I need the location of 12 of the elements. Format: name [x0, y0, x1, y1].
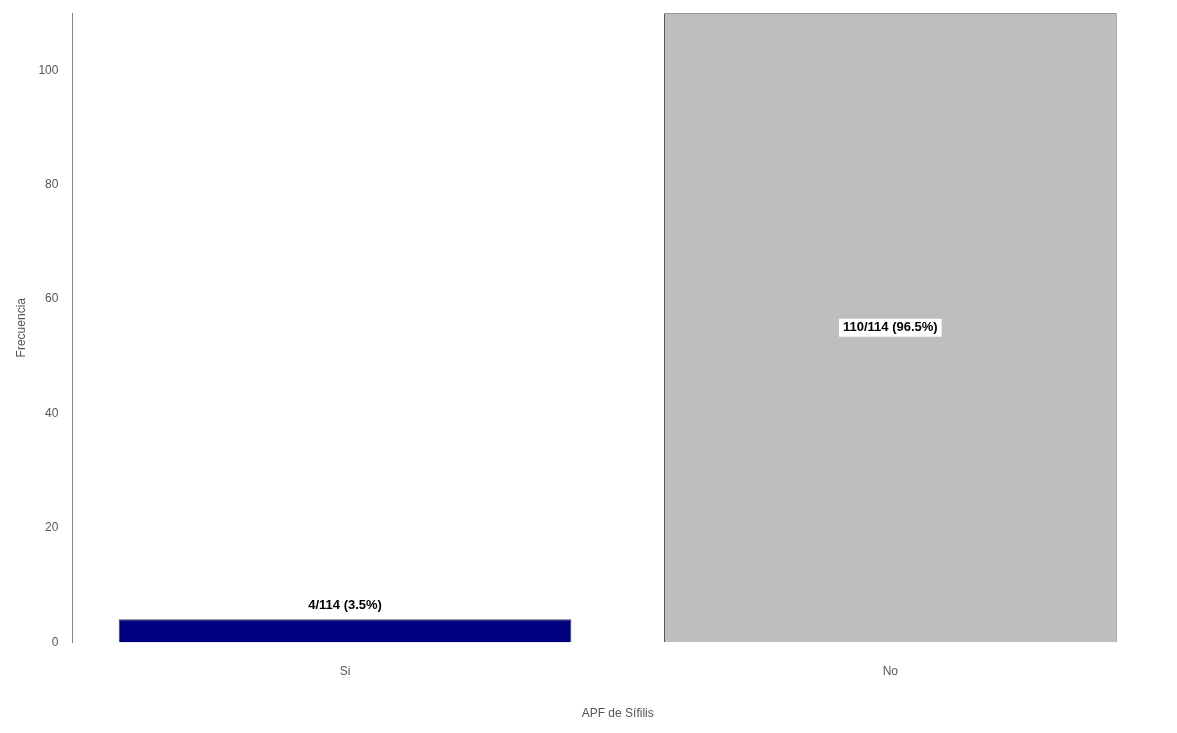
y-tick-label: 20 [45, 520, 59, 535]
y-tick-label: 40 [45, 405, 59, 420]
x-tick-label: Si [339, 663, 351, 678]
y-axis-title: Frecuencia [13, 297, 28, 358]
x-tick-label: No [882, 663, 899, 678]
y-tick-label: 0 [51, 634, 59, 649]
x-axis-title: APF de Sífilis [581, 706, 654, 721]
y-tick-label: 100 [38, 62, 59, 77]
data-label: 110/114 (96.5%) [843, 319, 938, 335]
y-tick-label: 60 [45, 291, 59, 306]
data-label: 4/114 (3.5%) [308, 596, 382, 612]
y-tick-label: 80 [45, 177, 59, 192]
